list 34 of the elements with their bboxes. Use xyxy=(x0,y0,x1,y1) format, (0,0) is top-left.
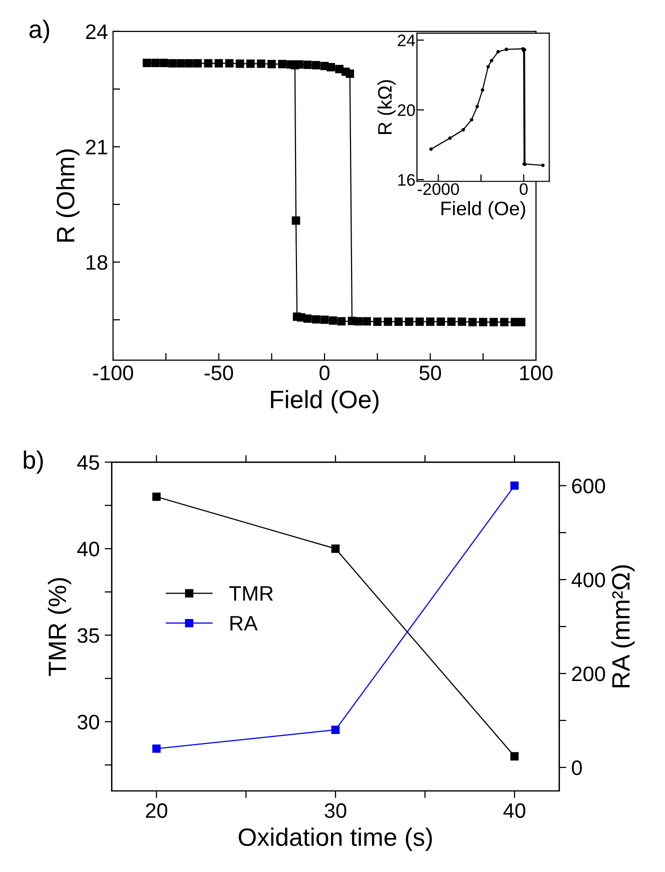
x-tick-label: -100 xyxy=(93,366,134,380)
legend-label: TMR xyxy=(229,586,273,601)
y2-tick-label: 0 xyxy=(572,760,582,776)
x-tick-label: 40 xyxy=(503,803,526,818)
y-tick-label: 40 xyxy=(77,542,100,556)
x-tick-label: 30 xyxy=(324,803,346,818)
y-axis-title: TMR (%) xyxy=(48,578,72,676)
x-axis-title: Field (Oe) xyxy=(271,390,379,414)
x-tick-label: 50 xyxy=(420,366,442,380)
y-tick-label: 45 xyxy=(77,455,100,470)
y2-tick-label: 600 xyxy=(572,478,606,494)
legend-label: RA xyxy=(230,616,258,630)
x-tick-label: 20 xyxy=(146,803,168,818)
x-tick-label: -2000 xyxy=(418,183,459,196)
y-tick-label: 24 xyxy=(398,34,416,46)
y-axis-title: R (Ohm) xyxy=(56,149,80,242)
y2-tick-label: 200 xyxy=(572,666,606,682)
x-tick-label: 0 xyxy=(320,366,330,380)
x-axis-title: Oxidation time (s) xyxy=(238,828,432,851)
y2-axis-title: RA (mm²Ω) xyxy=(611,565,635,688)
y-tick-label: 35 xyxy=(78,628,100,643)
y-tick-label: 30 xyxy=(78,714,100,730)
text: b) xyxy=(24,450,43,474)
y-tick-label: 18 xyxy=(86,255,108,270)
x-axis-title: Field (Oe) xyxy=(442,201,526,220)
y-tick-label: 20 xyxy=(398,104,415,116)
y-tick-label: 21 xyxy=(86,140,108,154)
y-tick-label: 24 xyxy=(86,24,108,39)
y-tick-label: 16 xyxy=(398,174,415,186)
x-tick-label: 100 xyxy=(520,366,553,380)
y-axis-title: R (kΩ) xyxy=(378,80,396,134)
x-tick-label: -50 xyxy=(204,366,234,380)
y2-tick-label: 400 xyxy=(572,572,606,588)
text: a) xyxy=(30,20,50,44)
